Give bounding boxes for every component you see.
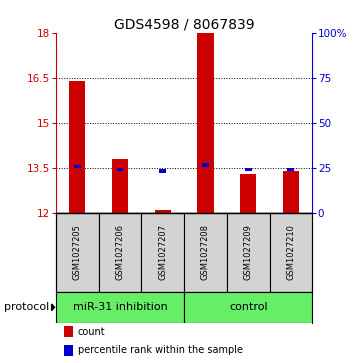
FancyBboxPatch shape (142, 213, 184, 292)
Text: GSM1027205: GSM1027205 (73, 224, 82, 280)
Bar (245, 168, 252, 171)
Text: count: count (78, 327, 105, 337)
Bar (202, 163, 209, 167)
Bar (287, 168, 294, 171)
Bar (64, 345, 73, 356)
Text: GSM1027208: GSM1027208 (201, 224, 210, 280)
Text: GSM1027210: GSM1027210 (286, 224, 295, 280)
Text: GSM1027209: GSM1027209 (244, 224, 253, 280)
Text: GSM1027207: GSM1027207 (158, 224, 167, 280)
Title: GDS4598 / 8067839: GDS4598 / 8067839 (114, 17, 255, 32)
Bar (155, 210, 171, 213)
Bar (240, 174, 256, 213)
Text: miR-31 inhibition: miR-31 inhibition (73, 302, 168, 312)
Bar (69, 81, 86, 213)
Bar (283, 171, 299, 213)
Bar (74, 164, 81, 168)
FancyBboxPatch shape (184, 292, 312, 323)
Bar (112, 159, 128, 213)
Text: GSM1027206: GSM1027206 (116, 224, 125, 280)
FancyBboxPatch shape (99, 213, 142, 292)
Bar (197, 33, 214, 213)
FancyBboxPatch shape (270, 213, 312, 292)
FancyBboxPatch shape (56, 213, 99, 292)
FancyBboxPatch shape (227, 213, 270, 292)
FancyBboxPatch shape (184, 213, 227, 292)
FancyBboxPatch shape (56, 292, 184, 323)
Text: percentile rank within the sample: percentile rank within the sample (78, 345, 243, 355)
Bar (117, 168, 123, 171)
Bar (159, 169, 166, 173)
Text: protocol: protocol (4, 302, 49, 312)
Text: control: control (229, 302, 268, 312)
Bar (64, 326, 73, 337)
